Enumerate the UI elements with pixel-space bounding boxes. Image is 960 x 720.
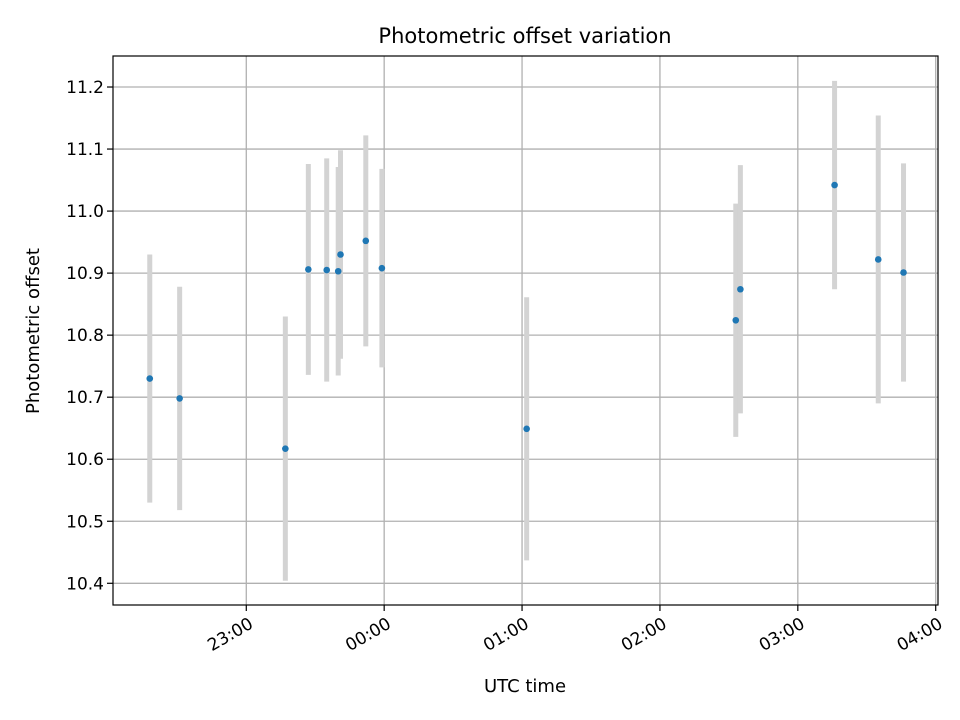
y-tick-label: 10.4 <box>66 574 104 594</box>
data-point <box>362 237 370 245</box>
y-axis-label: Photometric offset <box>23 248 44 414</box>
y-tick-label: 10.9 <box>66 264 104 284</box>
data-points <box>146 181 907 452</box>
grid <box>113 56 938 605</box>
data-point <box>176 395 183 402</box>
data-point <box>523 425 530 433</box>
y-tick-label: 10.8 <box>66 326 104 346</box>
y-tick-label: 10.5 <box>66 512 104 532</box>
data-point <box>900 269 907 276</box>
data-point <box>334 267 342 275</box>
y-tick-label: 11.0 <box>66 202 104 222</box>
y-tick-label: 10.7 <box>66 388 104 408</box>
data-point <box>378 264 386 272</box>
data-point <box>337 251 344 258</box>
data-point <box>737 285 744 293</box>
data-point <box>323 266 331 274</box>
data-point <box>732 316 740 324</box>
x-axis-label: UTC time <box>484 676 566 697</box>
y-tick-label: 11.2 <box>66 78 104 98</box>
data-point <box>874 256 882 263</box>
data-point <box>305 266 312 273</box>
plot-frame <box>112 55 939 606</box>
y-tick-label: 10.6 <box>66 450 104 470</box>
data-point <box>282 445 289 452</box>
y-tick-label: 11.1 <box>66 140 104 160</box>
data-point <box>831 181 838 189</box>
chart-title: Photometric offset variation <box>378 24 671 48</box>
data-point <box>146 375 154 382</box>
